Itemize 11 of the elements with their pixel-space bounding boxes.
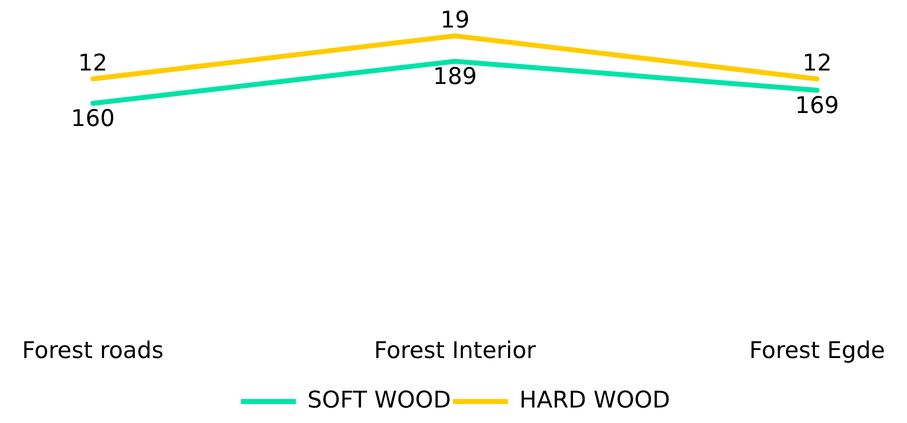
data-label: 19	[440, 7, 470, 34]
data-label: 169	[795, 92, 840, 119]
x-tick-label: Forest Interior	[374, 338, 536, 364]
x-tick-label: Forest Egde	[749, 338, 885, 364]
x-tick-label: Forest roads	[22, 338, 164, 364]
data-label: 189	[433, 64, 477, 90]
legend-label: SOFT WOOD	[307, 387, 451, 414]
data-label: 12	[802, 50, 832, 76]
legend-label: HARD WOOD	[519, 387, 670, 414]
data-label: 12	[78, 50, 108, 76]
data-label: 160	[70, 106, 115, 132]
